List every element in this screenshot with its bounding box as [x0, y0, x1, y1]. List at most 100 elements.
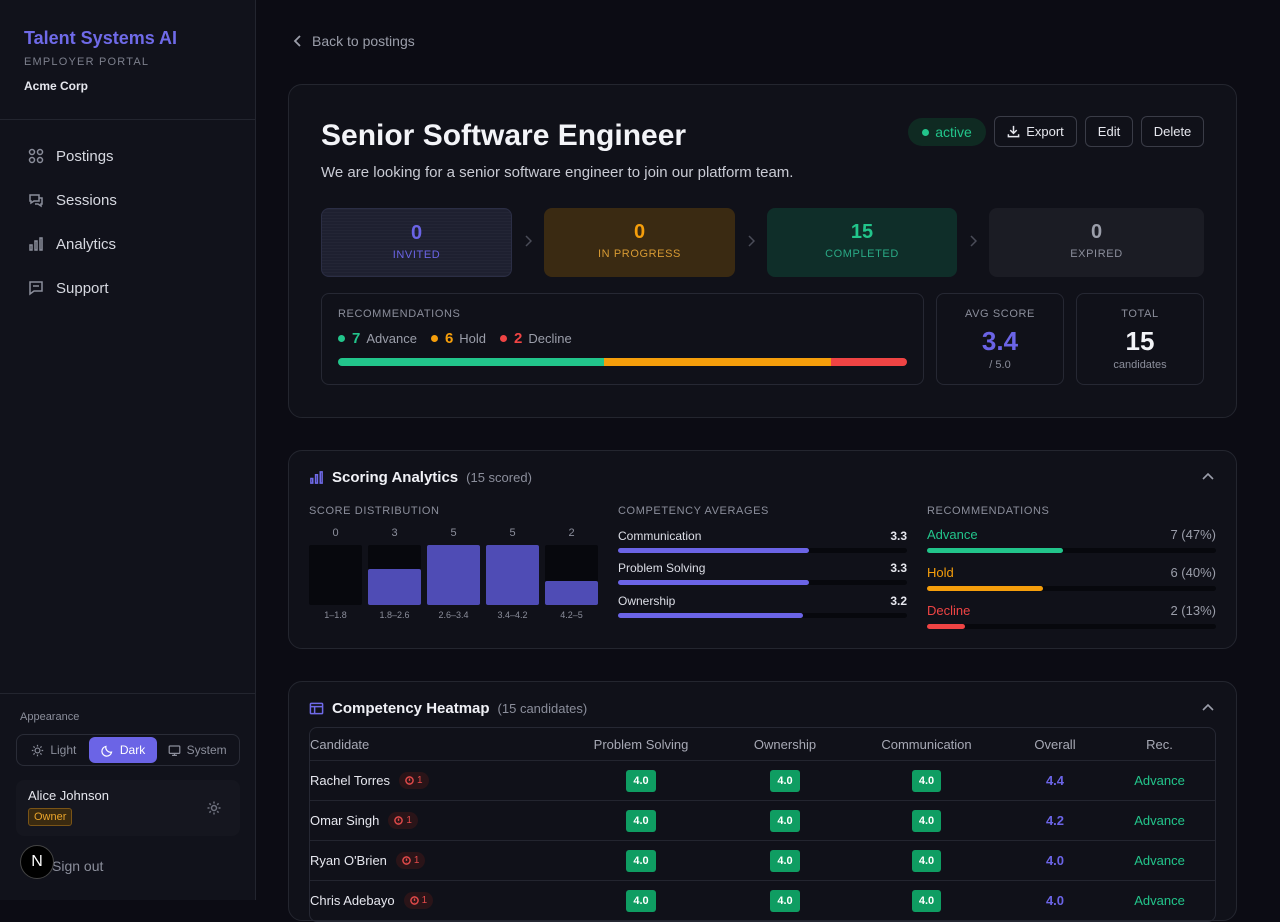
status-dot: [922, 128, 930, 136]
decline-dot: [500, 335, 508, 342]
sign-out-button[interactable]: Sign out: [52, 858, 104, 874]
recommendation-track: [927, 586, 1216, 591]
score-chip: 4.0: [770, 769, 800, 792]
candidate-cell: Ryan O'Brien 1: [310, 841, 557, 880]
bin-count: 3: [391, 527, 398, 539]
stage-count: 15: [850, 221, 874, 243]
column-header[interactable]: Ownership: [753, 736, 817, 752]
sidebar-item-analytics[interactable]: Analytics: [16, 224, 240, 264]
column-header[interactable]: Overall: [1034, 736, 1076, 752]
column-header[interactable]: Candidate: [310, 736, 370, 752]
heatmap-table: Candidate Problem Solving Ownership Comm…: [309, 727, 1216, 922]
column-header[interactable]: Rec.: [1146, 736, 1173, 752]
bin-range: 3.4–4.2: [497, 610, 528, 620]
candidate-cell: Omar Singh 1: [310, 801, 557, 840]
sidebar-item-sessions[interactable]: Sessions: [16, 180, 240, 220]
distribution-bin: 5 2.6–3.4: [427, 527, 480, 620]
export-button[interactable]: Export: [994, 116, 1077, 147]
bin-track: [486, 545, 539, 605]
sidebar-divider: [0, 119, 256, 120]
own-cell: 4.0: [725, 841, 845, 880]
score-chip: 4.0: [626, 769, 656, 792]
sidebar-item-label: Support: [56, 279, 109, 297]
bin-track: [309, 545, 362, 605]
competency-track: [618, 613, 907, 618]
theme-light-button[interactable]: Light: [19, 737, 89, 763]
distribution-bin: 0 1–1.8: [309, 527, 362, 620]
competency-heatmap-card: Competency Heatmap (15 candidates) Candi…: [288, 681, 1237, 922]
theme-light-label: Light: [50, 743, 77, 757]
overall-score: 4.4: [1045, 773, 1065, 788]
bin-range: 2.6–3.4: [438, 610, 469, 620]
pipeline-completed[interactable]: 15 COMPLETED: [767, 208, 957, 277]
chevron-up-icon[interactable]: [1202, 703, 1214, 711]
candidate-name[interactable]: Rachel Torres: [310, 773, 390, 788]
ps-cell: 4.0: [557, 801, 725, 840]
pipeline-in-progress[interactable]: 0 IN PROGRESS: [544, 208, 735, 277]
ps-cell: 4.0: [557, 761, 725, 800]
gear-icon[interactable]: [206, 800, 222, 816]
competency-row: Problem Solving 3.3: [618, 561, 907, 585]
sidebar-divider: [0, 693, 256, 694]
sidebar-item-support[interactable]: Support: [16, 268, 240, 308]
avg-score-label: AVG SCORE: [965, 308, 1035, 320]
scoring-analytics-header[interactable]: Scoring Analytics (15 scored): [309, 469, 532, 486]
overall-score: 4.0: [1045, 893, 1065, 908]
recommendation-cell: Advance: [1134, 773, 1185, 788]
app-logo[interactable]: N: [20, 845, 54, 879]
bin-count: 2: [568, 527, 575, 539]
alert-circle-icon: [409, 896, 419, 905]
total-label: TOTAL: [1121, 308, 1159, 320]
table-row[interactable]: Rachel Torres 1 4.0 4.0 4.0 4.4 Advance: [310, 761, 1215, 801]
hold-count: 6: [444, 330, 454, 347]
chevron-up-icon[interactable]: [1202, 472, 1214, 480]
table-row[interactable]: Ryan O'Brien 1 4.0 4.0 4.0 4.0 Advance: [310, 841, 1215, 881]
sidebar-nav: Postings Sessions Analytics Support: [16, 136, 240, 312]
alert-circle-icon: [402, 856, 411, 865]
own-cell: 4.0: [725, 881, 845, 920]
competency-row: Ownership 3.2: [618, 594, 907, 618]
edit-button[interactable]: Edit: [1085, 116, 1133, 147]
flag-badge: 1: [403, 892, 434, 909]
candidate-name[interactable]: Omar Singh: [310, 813, 380, 828]
column-header[interactable]: Problem Solving: [593, 736, 689, 752]
brand-name[interactable]: Talent Systems AI: [24, 28, 178, 48]
pipeline-invited[interactable]: 0 INVITED: [321, 208, 512, 277]
bin-count: 0: [332, 527, 339, 539]
score-chip: 4.0: [626, 889, 656, 912]
candidate-name[interactable]: Ryan O'Brien: [310, 853, 387, 868]
total-sub: candidates: [1113, 359, 1167, 371]
pipeline-expired[interactable]: 0 EXPIRED: [989, 208, 1204, 277]
table-row[interactable]: Omar Singh 1 4.0 4.0 4.0 4.2 Advance: [310, 801, 1215, 841]
score-chip: 4.0: [911, 809, 942, 832]
score-distribution-label: SCORE DISTRIBUTION: [309, 505, 440, 517]
column-header[interactable]: Communication: [881, 736, 972, 752]
portal-label: EMPLOYER PORTAL: [24, 56, 150, 68]
back-label: Back to postings: [312, 33, 415, 49]
table-header-row: Candidate Problem Solving Ownership Comm…: [310, 728, 1215, 761]
advance-segment: [338, 358, 604, 366]
table-row[interactable]: Chris Adebayo 1 4.0 4.0 4.0 4.0 Advance: [310, 881, 1215, 921]
score-chip: 4.0: [626, 849, 656, 872]
competency-heatmap-header[interactable]: Competency Heatmap (15 candidates): [309, 700, 587, 717]
posting-title: Senior Software Engineer: [321, 119, 687, 152]
theme-system-button[interactable]: System: [157, 737, 237, 763]
candidate-name[interactable]: Chris Adebayo: [310, 893, 395, 908]
sidebar-item-postings[interactable]: Postings: [16, 136, 240, 176]
theme-dark-label: Dark: [119, 743, 146, 757]
stage-label: INVITED: [392, 249, 441, 261]
back-link[interactable]: Back to postings: [292, 33, 415, 49]
recommendation-cell: Advance: [1134, 853, 1185, 868]
recommendations-legend: 7 Advance 6 Hold 2 Decline: [338, 330, 572, 347]
own-cell: 4.0: [725, 801, 845, 840]
bin-bar: [545, 581, 598, 605]
section-count: (15 candidates): [497, 701, 588, 716]
competency-track: [618, 580, 907, 585]
comm-cell: 4.0: [845, 841, 1008, 880]
sidebar-item-label: Sessions: [56, 191, 117, 209]
theme-dark-button[interactable]: Dark: [88, 737, 158, 763]
flag-count: 1: [416, 775, 423, 786]
delete-button[interactable]: Delete: [1141, 116, 1204, 147]
score-chip: 4.0: [770, 849, 800, 872]
recommendation-bar: [927, 548, 1063, 553]
